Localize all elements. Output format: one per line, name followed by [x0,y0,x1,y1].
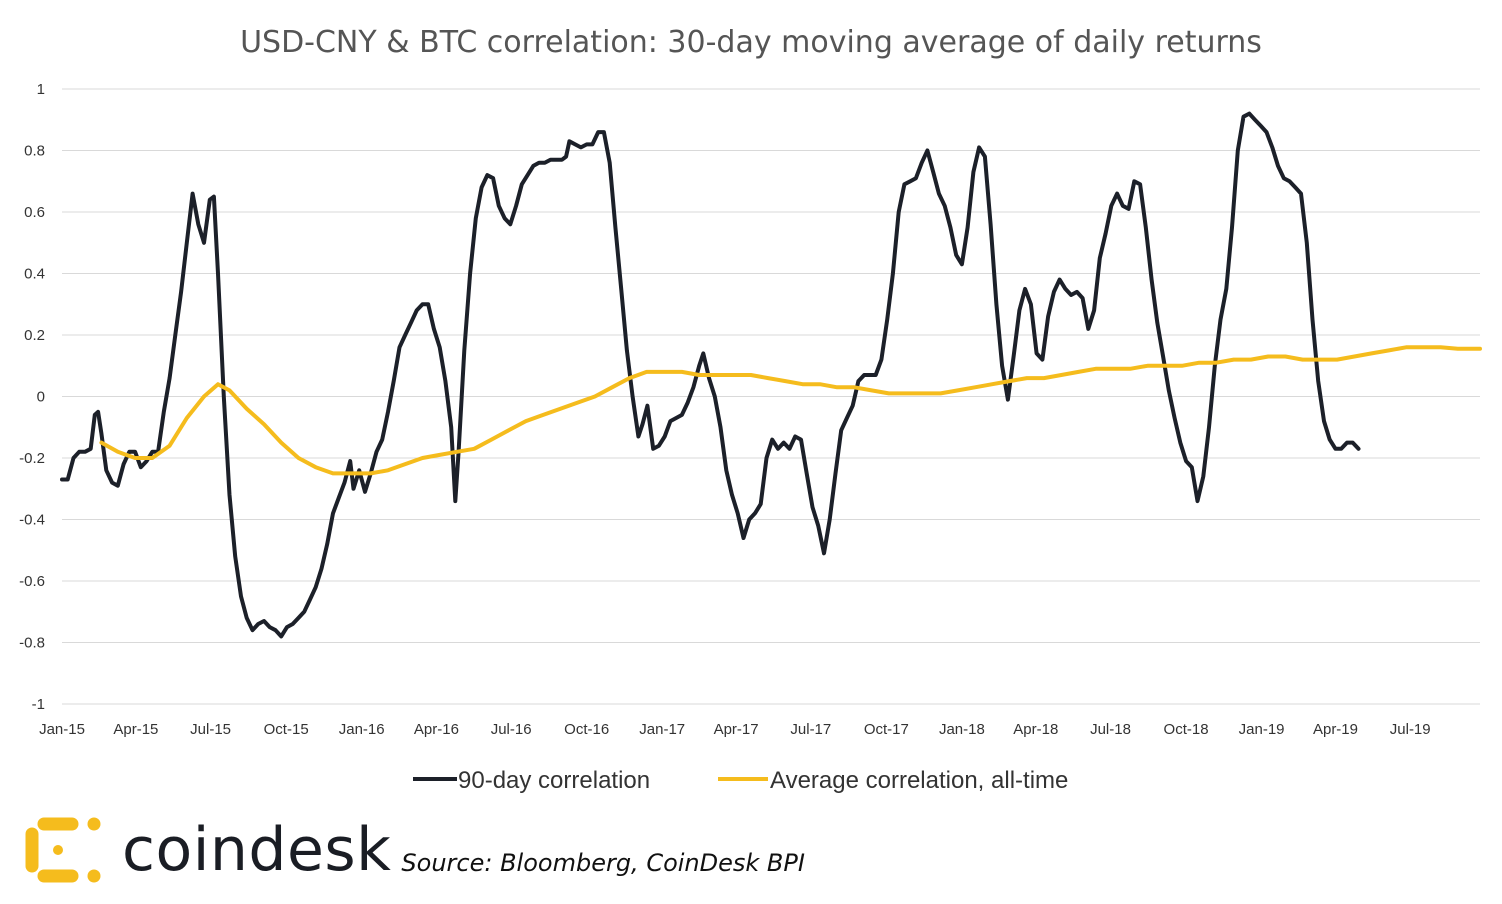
coindesk-logo-icon [25,817,101,883]
y-tick-label: -0.2 [19,450,45,467]
source-note: Source: Bloomberg, CoinDesk BPI [401,849,805,877]
y-tick-label: 0.6 [24,204,45,221]
x-tick-label: Jan-16 [339,721,385,738]
x-tick-label: Apr-18 [1013,721,1058,738]
x-tick-label: Jan-18 [939,721,985,738]
y-tick-label: -1 [32,696,45,713]
x-tick-label: Apr-19 [1313,721,1358,738]
legend-label: 90-day correlation [458,767,650,794]
x-tick-label: Jul-19 [1390,721,1431,738]
x-tick-label: Apr-16 [414,721,459,738]
x-tick-label: Jul-17 [790,721,831,738]
legend-label: Average correlation, all-time [770,767,1068,794]
y-tick-label: -0.4 [19,512,45,529]
x-tick-label: Oct-15 [264,721,309,738]
y-tick-label: -0.8 [19,635,45,652]
x-tick-label: Oct-18 [1164,721,1209,738]
y-tick-label: 0.2 [24,327,45,344]
gridlines [62,88,1480,705]
x-tick-label: Apr-15 [113,721,158,738]
x-tick-label: Jul-18 [1090,721,1131,738]
y-tick-label: 0 [37,389,45,406]
legend: 90-day correlation Average correlation, a… [413,767,1068,794]
coindesk-wordmark: coindesk [122,815,392,885]
y-tick-label: 0.4 [24,266,45,283]
x-axis-ticks: Jan-15 Apr-15 Jul-15 Oct-15 Jan-16 Apr-16 Jul-… [39,721,1431,738]
y-tick-label: -0.6 [19,573,45,590]
series-lines [60,111,1482,639]
y-tick-label: 0.8 [24,143,45,160]
x-tick-label: Jul-15 [190,721,231,738]
x-tick-label: Jul-16 [491,721,532,738]
branding-footer: coindesk Source: Bloomberg, CoinDesk BPI [22,810,805,890]
x-tick-label: Jan-15 [39,721,85,738]
y-axis-ticks: 1 0.8 0.6 0.4 0.2 0 -0.2 -0.4 -0.6 -0.8 -1 [19,81,45,713]
x-tick-label: Jan-17 [639,721,685,738]
x-tick-label: Apr-17 [714,721,759,738]
y-tick-label: 1 [37,81,45,98]
chart-title: USD-CNY & BTC correlation: 30-day moving… [240,25,1262,60]
x-tick-label: Jan-19 [1239,721,1285,738]
x-tick-label: Oct-16 [564,721,609,738]
series-line-90-day-correlation [60,111,1361,639]
series-line-average-correlation [99,345,1482,476]
x-tick-label: Oct-17 [864,721,909,738]
